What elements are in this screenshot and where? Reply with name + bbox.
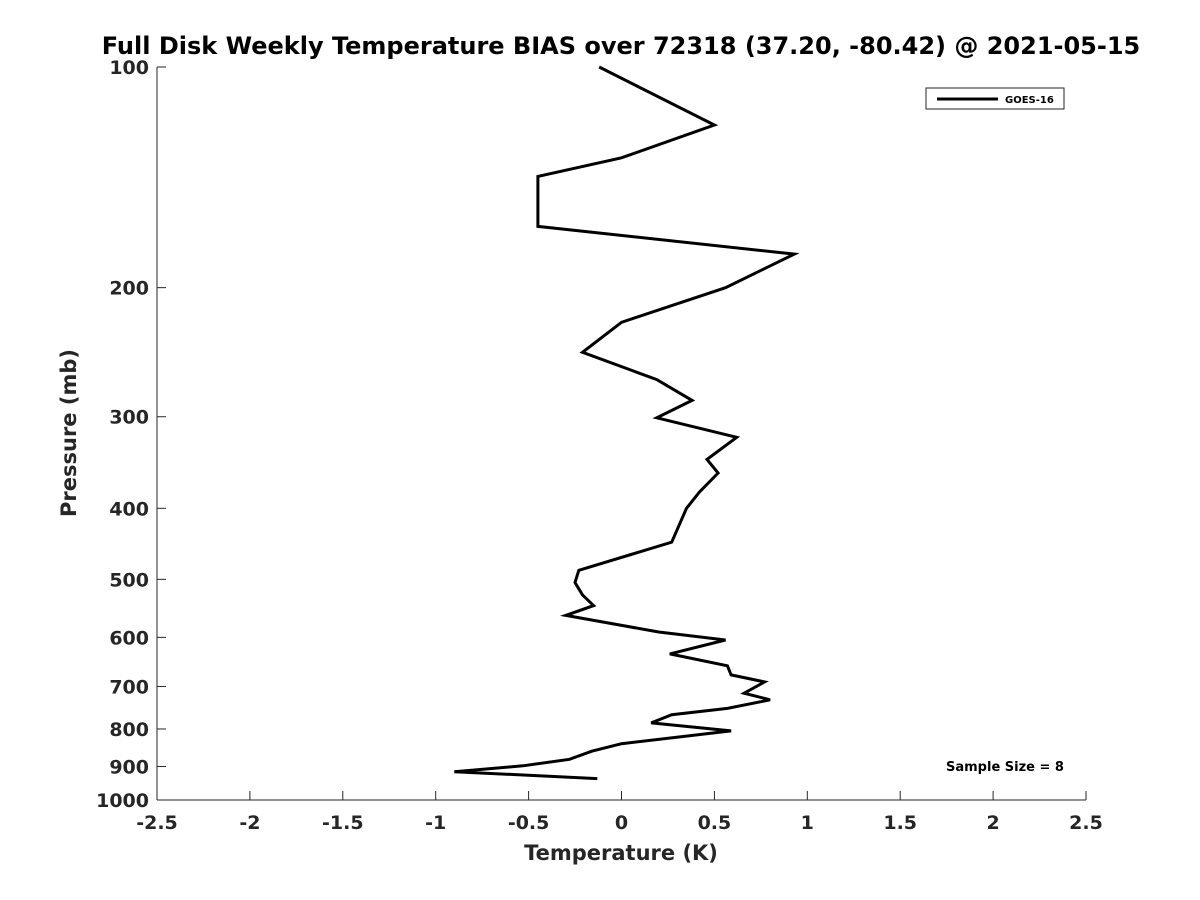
y-tick-label: 800 [109, 719, 149, 741]
y-tick-label: 900 [109, 756, 149, 778]
y-axis-label: Pressure (mb) [57, 349, 81, 517]
x-tick-label: 1.5 [883, 812, 917, 834]
x-tick-label: -2.5 [136, 812, 178, 834]
legend-label-goes-16: GOES-16 [1005, 95, 1054, 106]
x-axis: -2.5 -2 -1.5 -1 -0.5 0 0.5 1 1.5 2 2.5 [136, 791, 1103, 834]
x-tick-label: 2 [986, 812, 999, 834]
x-tick-label: 0 [615, 812, 628, 834]
y-tick-label: 300 [109, 407, 149, 429]
y-axis: 100 200 300 400 500 600 700 800 900 1000 [96, 57, 166, 812]
y-tick-label: 700 [109, 676, 149, 698]
x-tick-label: -0.5 [508, 812, 550, 834]
x-axis-label: Temperature (K) [524, 841, 718, 865]
x-tick-label: -1 [425, 812, 446, 834]
y-tick-label: 100 [109, 57, 149, 79]
x-tick-label: -1.5 [322, 812, 364, 834]
x-tick-label: -2 [239, 812, 260, 834]
x-tick-label: 0.5 [698, 812, 732, 834]
sample-size-annotation: Sample Size = 8 [946, 760, 1064, 775]
y-tick-label: 400 [109, 498, 149, 520]
y-tick-label: 600 [109, 627, 149, 649]
series-layer [454, 65, 800, 781]
x-tick-label: 1 [801, 812, 814, 834]
series-line-goes-16 [454, 65, 800, 781]
y-tick-label: 500 [109, 569, 149, 591]
legend: GOES-16 [925, 87, 1065, 110]
chart-title: Full Disk Weekly Temperature BIAS over 7… [102, 32, 1141, 60]
x-tick-label: 2.5 [1069, 812, 1103, 834]
y-tick-label: 200 [109, 278, 149, 300]
y-tick-label: 1000 [96, 790, 149, 812]
